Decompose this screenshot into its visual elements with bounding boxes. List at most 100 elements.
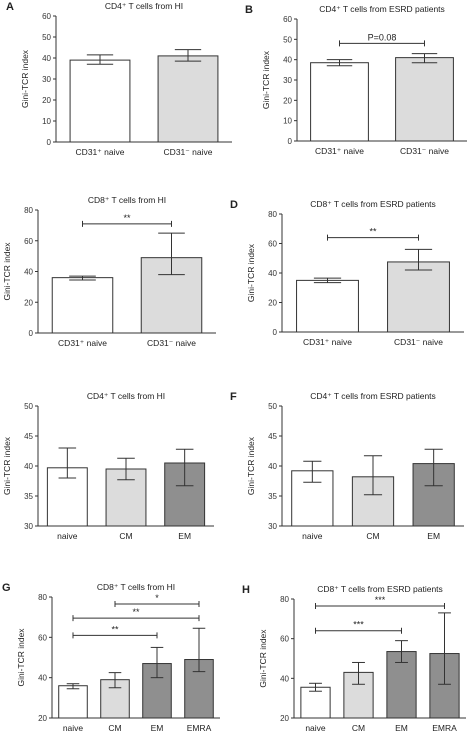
significance-label: P=0.08 [368,32,397,42]
category-label: naive [57,531,78,541]
panel-letter: A [6,1,14,13]
y-axis-label: Gini-TCR index [261,50,271,109]
chart-title: CD8⁺ T cells from ESRD patients [310,199,436,209]
y-tick-label: 50 [24,402,33,411]
category-label: CD31⁺ naive [303,337,352,347]
y-tick-label: 20 [268,299,277,308]
y-tick-label: 50 [268,402,277,411]
significance-label: *** [375,595,386,605]
y-tick-label: 30 [42,75,51,84]
y-tick-label: 40 [280,674,289,683]
y-axis-label: Gini-TCR index [20,49,30,108]
chart-title: CD4⁺ T cells from HI [87,391,165,401]
chart-title: CD8⁺ T cells from HI [97,582,175,592]
category-label: EM [151,723,164,733]
panel-b: B CD4⁺ T cells from ESRD patients 0 10 20 30 4… [245,4,467,156]
significance-label: ** [369,227,377,237]
y-tick-label: 35 [268,492,277,501]
category-label: CM [366,531,379,541]
y-tick-label: 10 [283,117,292,126]
y-axis-label: Gini-TCR index [16,628,26,687]
y-tick-label: 40 [268,462,277,471]
panel-letter: H [242,584,250,596]
category-label: EM [395,723,408,733]
category-label: CM [119,531,132,541]
significance-label: * [155,593,159,603]
y-tick-label: 80 [38,593,47,602]
panel-e: ECD4⁺ T cells from HI3035404550Gini-TCR … [2,391,214,541]
y-tick-label: 40 [38,674,47,683]
y-axis-label: Gini-TCR index [258,629,268,688]
category-label: EM [178,531,191,541]
chart-title: CD4⁺ T cells from HI [105,1,183,11]
y-tick-label: 40 [42,54,51,63]
category-label: EMRA [432,723,457,733]
category-label: CD31⁺ naive [76,147,125,157]
category-label: CD31⁻ naive [164,147,213,157]
bar [69,59,131,143]
y-tick-label: 60 [268,240,277,249]
category-label: CD31⁻ naive [147,338,196,348]
bar [395,57,454,142]
y-tick-label: 60 [283,15,292,24]
y-tick-label: 30 [24,522,33,531]
y-axis-label: Gini-TCR index [246,436,256,495]
panel-d: D CD8⁺ T cells from ESRD patients 0 20 40 60 8… [230,199,464,347]
y-tick-label: 40 [283,56,292,65]
y-tick-label: 40 [268,269,277,278]
y-tick-label: 0 [47,138,52,147]
y-tick-label: 45 [268,432,277,441]
bar [58,685,88,719]
y-tick-label: 30 [268,522,277,531]
panel-g: G CD8⁺ T cells from HI 20 40 60 80 Gini-TCR in… [2,582,220,733]
category-label: CD31⁻ naive [400,146,449,156]
y-tick-label: 45 [24,432,33,441]
category-label: naive [305,723,326,733]
chart-title: CD8⁺ T cells from HI [88,195,166,205]
y-tick-label: 10 [42,117,51,126]
y-tick-label: 50 [42,33,51,42]
y-tick-label: 80 [268,210,277,219]
y-tick-label: 20 [42,96,51,105]
panel-letter: B [245,4,253,16]
category-label: naive [63,723,84,733]
y-axis-label: Gini-TCR index [2,436,12,495]
bar [296,279,359,333]
y-tick-label: 60 [24,237,33,246]
significance-label: *** [353,620,364,630]
significance-label: ** [123,213,131,223]
category-label: EM [427,531,440,541]
bar [157,55,219,143]
y-tick-label: 40 [24,268,33,277]
y-axis-label: Gini-TCR index [2,242,12,301]
bar [51,277,114,334]
y-tick-label: 40 [24,462,33,471]
y-tick-label: 0 [273,328,278,337]
category-label: CD31⁻ naive [394,337,443,347]
y-tick-label: 20 [283,96,292,105]
category-label: EMRA [187,723,212,733]
panel-letter: D [230,199,238,211]
category-label: naive [302,531,323,541]
y-tick-label: 20 [24,298,33,307]
chart-title: CD8⁺ T cells from ESRD patients [317,584,443,594]
panel-a: A CD4⁺ T cells from HI 0 10 20 30 40 50 60 Gini-T… [6,1,232,157]
category-label: CD31⁺ naive [58,338,107,348]
category-label: CD31⁺ naive [315,146,364,156]
y-tick-label: 0 [29,329,34,338]
y-tick-label: 50 [283,35,292,44]
bar [387,261,450,333]
bar [300,686,331,719]
y-tick-label: 0 [288,137,293,146]
panel-f: F CD4⁺ T cells from ESRD patients 30 35 40 45… [230,391,464,541]
chart-title: CD4⁺ T cells from ESRD patients [319,4,445,14]
y-tick-label: 60 [42,12,51,21]
y-tick-label: 80 [280,595,289,604]
bar [310,62,369,142]
panel-letter: G [2,582,11,594]
significance-label: ** [132,607,140,617]
y-tick-label: 20 [38,714,47,723]
y-tick-label: 60 [38,633,47,642]
